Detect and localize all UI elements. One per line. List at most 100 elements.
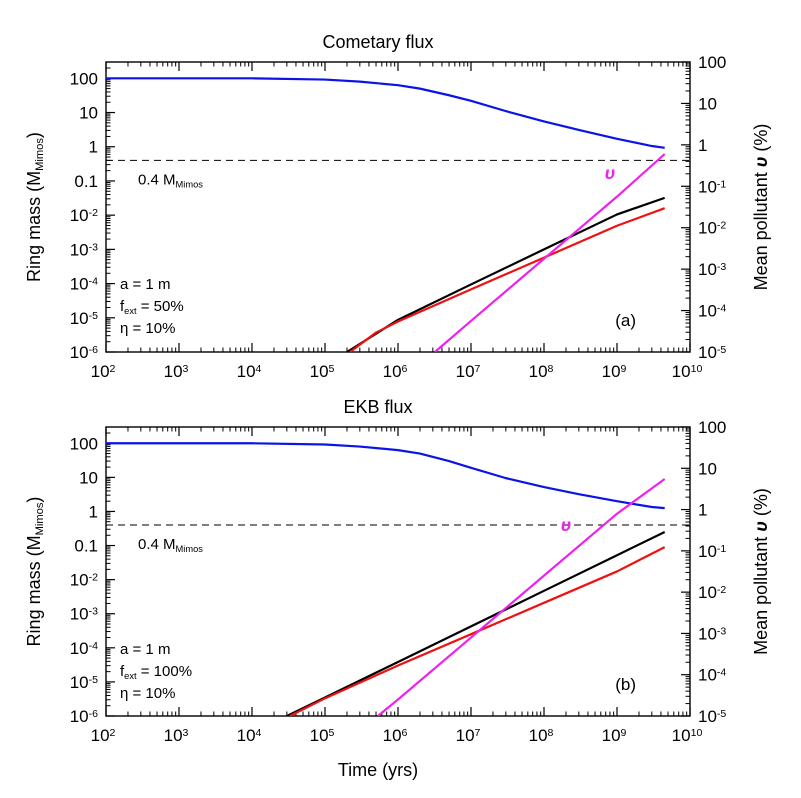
y2-tick-label: 10-5	[698, 707, 726, 726]
y2-tick-label-part: 10	[698, 177, 717, 196]
y2-tick-label-part: 10	[698, 459, 717, 478]
param-line-0-part: a = 1 m	[120, 276, 170, 293]
x-tick-label: 105	[310, 726, 335, 745]
y-tick-label: 10-4	[70, 639, 98, 658]
y-tick-label: 1	[89, 138, 98, 157]
y2-tick-label: 10-4	[698, 666, 726, 685]
y2-tick-label: 10	[698, 94, 717, 113]
x-tick-label-part: 8	[548, 727, 554, 739]
x-tick-label-part: 5	[329, 727, 335, 739]
y-tick-label-part: 10	[70, 275, 89, 294]
y-axis-label: Ring mass (MMimos)	[24, 132, 46, 282]
y-tick-label-part: 100	[70, 69, 98, 88]
x-tick-label-part: 10	[164, 362, 183, 381]
y-tick-label-part: 10	[70, 639, 89, 658]
x-tick-label-part: 10	[529, 362, 548, 381]
panel-b-title: EKB flux	[343, 397, 412, 417]
y2-tick-label: 10-5	[698, 343, 726, 362]
x-tick-label-part: 10	[237, 726, 256, 745]
y2-tick-label-part: 1	[698, 136, 707, 155]
y-tick-label-part: -6	[89, 708, 99, 720]
plot-frame	[105, 426, 691, 717]
x-tick-label-part: 9	[621, 727, 627, 739]
y-tick-label: 10-4	[70, 275, 98, 294]
y-tick-label-part: 100	[70, 434, 98, 453]
y2-tick-label-part: 10	[698, 583, 717, 602]
y-tick-label-part: -3	[89, 241, 99, 253]
y-tick-label-part: -6	[89, 344, 99, 356]
param-line-1: fext = 50%	[120, 298, 184, 316]
y-axis-label-part: Ring mass (M	[24, 171, 44, 282]
param-line-0: a = 1 m	[120, 641, 170, 658]
y2-axis-label: Mean pollutant υ (%)	[751, 488, 771, 655]
y2-tick-label-part: 10	[698, 707, 717, 726]
series-group	[106, 77, 666, 352]
y-tick-label-part: 0.1	[74, 172, 98, 191]
y2-axis-label-part: υ	[751, 521, 771, 532]
curve-label-upsilon-part: υ	[561, 515, 572, 535]
x-tick-label: 106	[383, 726, 408, 745]
y-tick-label-part: 10	[70, 309, 89, 328]
x-tick-label: 1010	[672, 362, 703, 381]
y2-tick-label-part: -2	[717, 584, 727, 596]
x-tick-label-part: 10	[383, 362, 402, 381]
y-tick-label-part: 10	[79, 468, 98, 487]
y-tick-label: 0.1	[74, 537, 98, 556]
x-tick-label: 107	[456, 362, 481, 381]
x-tick-label: 107	[456, 726, 481, 745]
y-axis-label-part: Mimos	[34, 502, 46, 535]
y2-tick-label: 10-1	[698, 542, 726, 561]
y-tick-label-part: -2	[89, 572, 99, 584]
x-tick-label-part: 6	[402, 363, 408, 375]
y2-tick-label: 100	[698, 418, 726, 437]
y2-tick-label: 10-1	[698, 177, 726, 196]
y-tick-label-part: 10	[70, 240, 89, 259]
series-red-line	[289, 546, 666, 716]
y2-tick-label: 1	[698, 136, 707, 155]
x-tick-label-part: 10	[602, 362, 621, 381]
y2-tick-label-part: -3	[717, 261, 727, 273]
y-tick-label-part: -4	[89, 640, 99, 652]
y2-tick-label: 100	[698, 53, 726, 72]
x-tick-label-part: 10	[91, 362, 110, 381]
y2-axis-label-part: Mean pollutant	[751, 167, 771, 290]
y2-axis-label-part: Mean pollutant	[751, 532, 771, 655]
param-line-1-part: ext	[124, 671, 137, 681]
panel-a-title: Cometary flux	[322, 32, 433, 52]
y2-tick-label-part: 10	[698, 343, 717, 362]
panel-cometary-flux: Cometary flux (a) 102 103 104 105 106 107 108 1…	[24, 32, 771, 381]
y-tick-label-part: -5	[89, 674, 99, 686]
series-magenta-line	[377, 478, 666, 716]
x-tick-label: 103	[164, 726, 189, 745]
param-line-0: a = 1 m	[120, 276, 170, 293]
y2-tick-label-part: 1	[698, 501, 707, 520]
x-tick-label-part: 10	[456, 362, 475, 381]
y2-tick-label-part: -4	[717, 303, 727, 315]
x-tick-label-part: 10	[529, 726, 548, 745]
x-tick-label-part: 8	[548, 363, 554, 375]
y-tick-label: 10-6	[70, 707, 98, 726]
x-tick-label-part: 3	[183, 727, 189, 739]
x-tick-label: 102	[91, 362, 116, 381]
y2-tick-label-part: 10	[698, 624, 717, 643]
panel-ekb-flux: EKB flux (b) Time (yrs) 102 103 104 105 106 1…	[24, 397, 771, 780]
y-tick-label-part: 10	[70, 571, 89, 590]
y-tick-label: 100	[70, 69, 98, 88]
param-line-1: fext = 100%	[120, 663, 192, 681]
param-line-1-part: = 50%	[137, 298, 184, 315]
y2-axis-label: Mean pollutant υ (%)	[751, 124, 771, 291]
y2-tick-label: 10-2	[698, 583, 726, 602]
y-axis-label-part: )	[24, 497, 44, 503]
x-tick-label-part: 10	[691, 727, 703, 739]
x-tick-label: 106	[383, 362, 408, 381]
series-black-line	[286, 530, 666, 716]
panel-b-label: (b)	[615, 675, 636, 694]
reference-line-label-part: 0.4 M	[138, 171, 176, 188]
x-tick-label-part: 10	[672, 726, 691, 745]
x-tick-label-part: 7	[475, 363, 481, 375]
y-tick-label-part: 10	[79, 104, 98, 123]
y-tick-label-part: -3	[89, 606, 99, 618]
y-tick-label-part: -5	[89, 310, 99, 322]
series-blue-line	[106, 77, 665, 149]
reference-line-label-part: Mimos	[176, 544, 204, 554]
